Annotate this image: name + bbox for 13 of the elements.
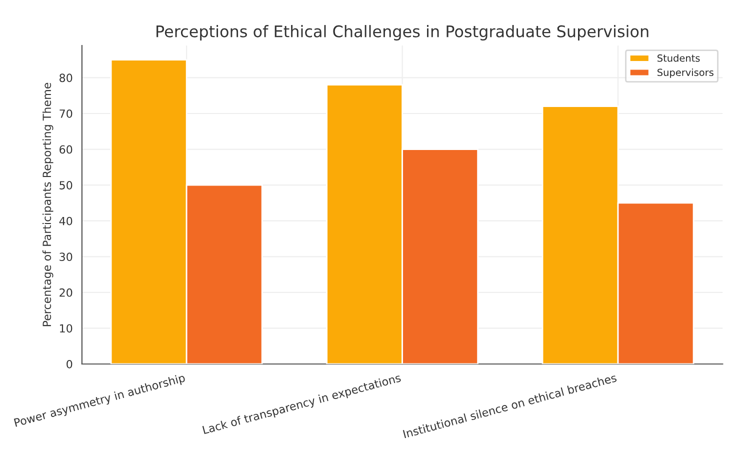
y-tick-label: 10 <box>60 324 72 333</box>
chart-title: Perceptions of Ethical Challenges in Postgraduate Supervision <box>156 25 648 40</box>
y-tick-label: 30 <box>60 252 72 262</box>
legend-label: Students <box>658 54 700 62</box>
legend-label: Supervisors <box>658 68 714 78</box>
y-tick-label: 80 <box>60 74 72 82</box>
y-tick-label: 70 <box>60 109 72 118</box>
y-tick-label: 40 <box>59 216 72 226</box>
y-tick-label: 60 <box>60 145 72 154</box>
y-tick-label: 20 <box>60 288 72 297</box>
y-tick-label: 0 <box>66 360 72 368</box>
y-axis-title: Percentage of Participants Reporting Theme <box>42 82 54 326</box>
y-tick-label: 50 <box>60 181 72 190</box>
